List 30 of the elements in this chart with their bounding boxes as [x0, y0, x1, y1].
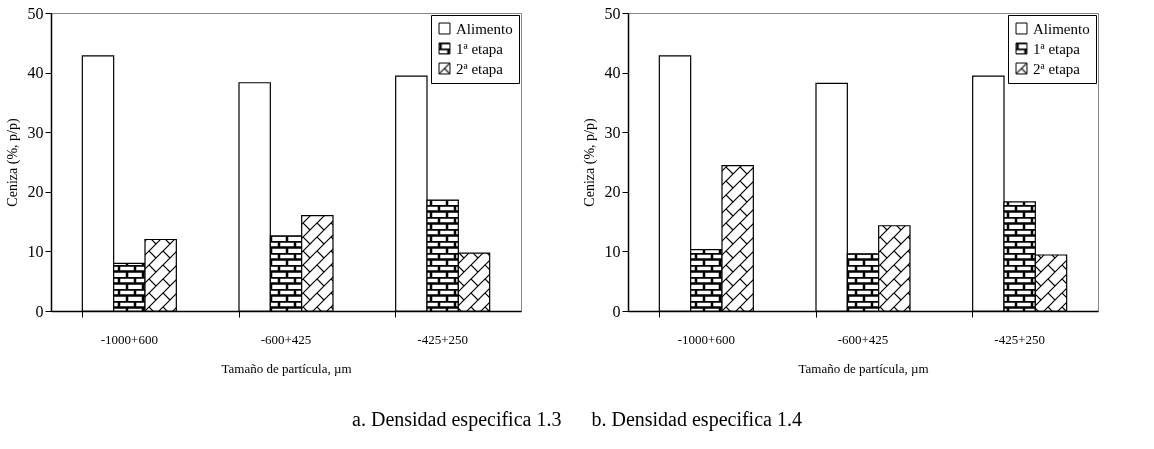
x-tick-label: -600+425 [837, 331, 889, 347]
text: b. Densidad especifica 1.4 [591, 408, 802, 431]
legend-label: 1ª etapa [456, 40, 504, 57]
legend-label: 2ª etapa [1033, 60, 1081, 77]
y-tick-label: 50 [604, 4, 621, 22]
y-tick-label: 10 [27, 242, 44, 260]
x-tick-label: -425+250 [994, 331, 1045, 347]
y-tick-label: 40 [27, 64, 44, 82]
legend-label: Alimento [456, 20, 513, 37]
y-axis-title: Ceniza (%, p/p) [581, 118, 598, 207]
y-tick-label: 20 [27, 183, 44, 201]
x-axis-title: Tamaño de partícula, µm [221, 360, 352, 376]
x-tick-label: -1000+600 [677, 331, 735, 347]
y-tick-label: 40 [604, 64, 621, 82]
legend-label: 1ª etapa [1033, 40, 1081, 57]
y-tick-label: 30 [604, 123, 621, 141]
y-tick-label: 20 [604, 183, 621, 201]
y-axis-title: Ceniza (%, p/p) [4, 118, 21, 207]
legend-label: Alimento [1033, 20, 1090, 37]
legend-label: 2ª etapa [456, 60, 504, 77]
y-tick-label: 30 [27, 123, 44, 141]
x-tick-label: -600+425 [260, 331, 312, 347]
x-tick-label: -1000+600 [100, 331, 158, 347]
y-tick-label: 0 [35, 302, 44, 320]
y-tick-label: 0 [612, 302, 621, 320]
y-tick-label: 50 [27, 4, 44, 22]
x-tick-label: -425+250 [417, 331, 468, 347]
y-tick-label: 10 [604, 242, 621, 260]
x-axis-title: Tamaño de partícula, µm [798, 360, 929, 376]
text: a. Densidad especifica 1.3 [352, 408, 562, 431]
